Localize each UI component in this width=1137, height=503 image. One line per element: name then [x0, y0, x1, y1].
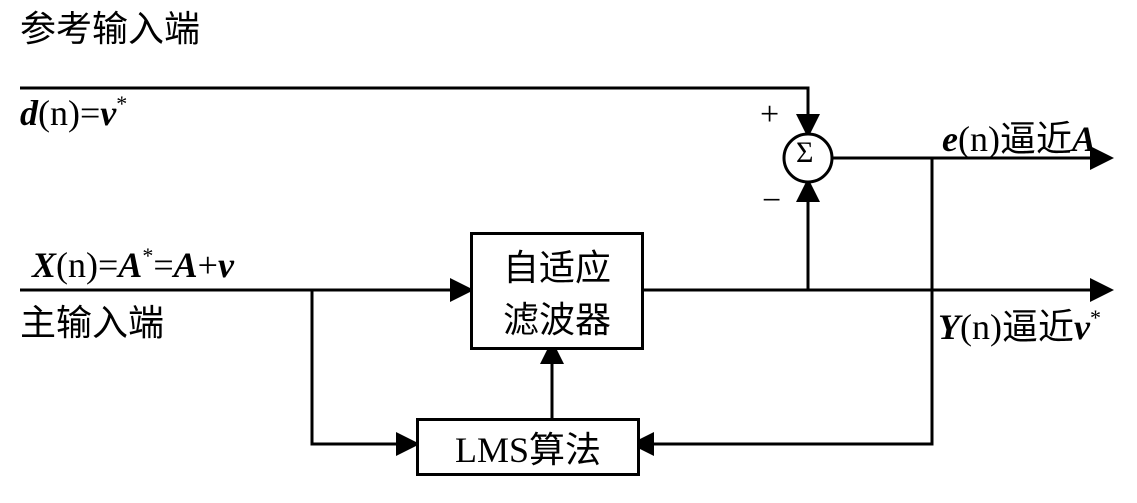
output-e-label: e(n)逼近A: [942, 110, 1096, 162]
output-e-target: A: [1072, 119, 1096, 159]
ref-formula-star: *: [116, 91, 127, 116]
main-formula-star: *: [142, 243, 153, 268]
main-formula-A2: A: [174, 245, 198, 285]
ref-formula-mid: (n)=: [38, 93, 100, 133]
main-input-title: 主输入端: [20, 294, 164, 346]
lms-box: LMS算法: [416, 418, 640, 476]
output-e-prefix: e: [942, 119, 958, 159]
sum-plus-sign: +: [760, 96, 779, 134]
ref-input-formula: d(n)=v*: [20, 92, 127, 134]
output-e-mid: (n)逼近: [958, 119, 1072, 159]
output-y-prefix: Y: [938, 307, 960, 347]
ref-formula-d: d: [20, 93, 38, 133]
output-y-star: *: [1090, 305, 1101, 330]
lms-label: LMS算法: [455, 421, 601, 473]
adaptive-filter-box: 自适应 滤波器: [470, 232, 644, 350]
edge-ref-to-sum: [20, 88, 808, 134]
main-formula-mid: (n)=: [56, 245, 118, 285]
sum-minus-sign: −: [762, 182, 781, 220]
main-formula-eq2: =: [153, 245, 173, 285]
filter-line2: 滤波器: [503, 291, 611, 343]
main-formula-A1: A: [118, 245, 142, 285]
main-formula-plus: +: [198, 245, 218, 285]
sum-node-sigma: Σ: [796, 136, 813, 170]
main-formula-v: v: [218, 245, 234, 285]
diagram-canvas: Σ + − 参考输入端 d(n)=v* X(n)=A*=A+v 主输入端 e(n…: [0, 0, 1137, 503]
ref-input-title: 参考输入端: [20, 0, 200, 52]
edge-main-branch-to-lms: [312, 290, 416, 444]
output-y-target: v: [1074, 307, 1090, 347]
edge-e-branch-to-lms: [634, 158, 932, 444]
output-y-label: Y(n)逼近v*: [938, 298, 1101, 350]
ref-formula-v: v: [100, 93, 116, 133]
filter-line1: 自适应: [503, 239, 611, 291]
main-input-formula: X(n)=A*=A+v: [32, 244, 234, 286]
output-y-mid: (n)逼近: [960, 307, 1074, 347]
main-formula-X: X: [32, 245, 56, 285]
